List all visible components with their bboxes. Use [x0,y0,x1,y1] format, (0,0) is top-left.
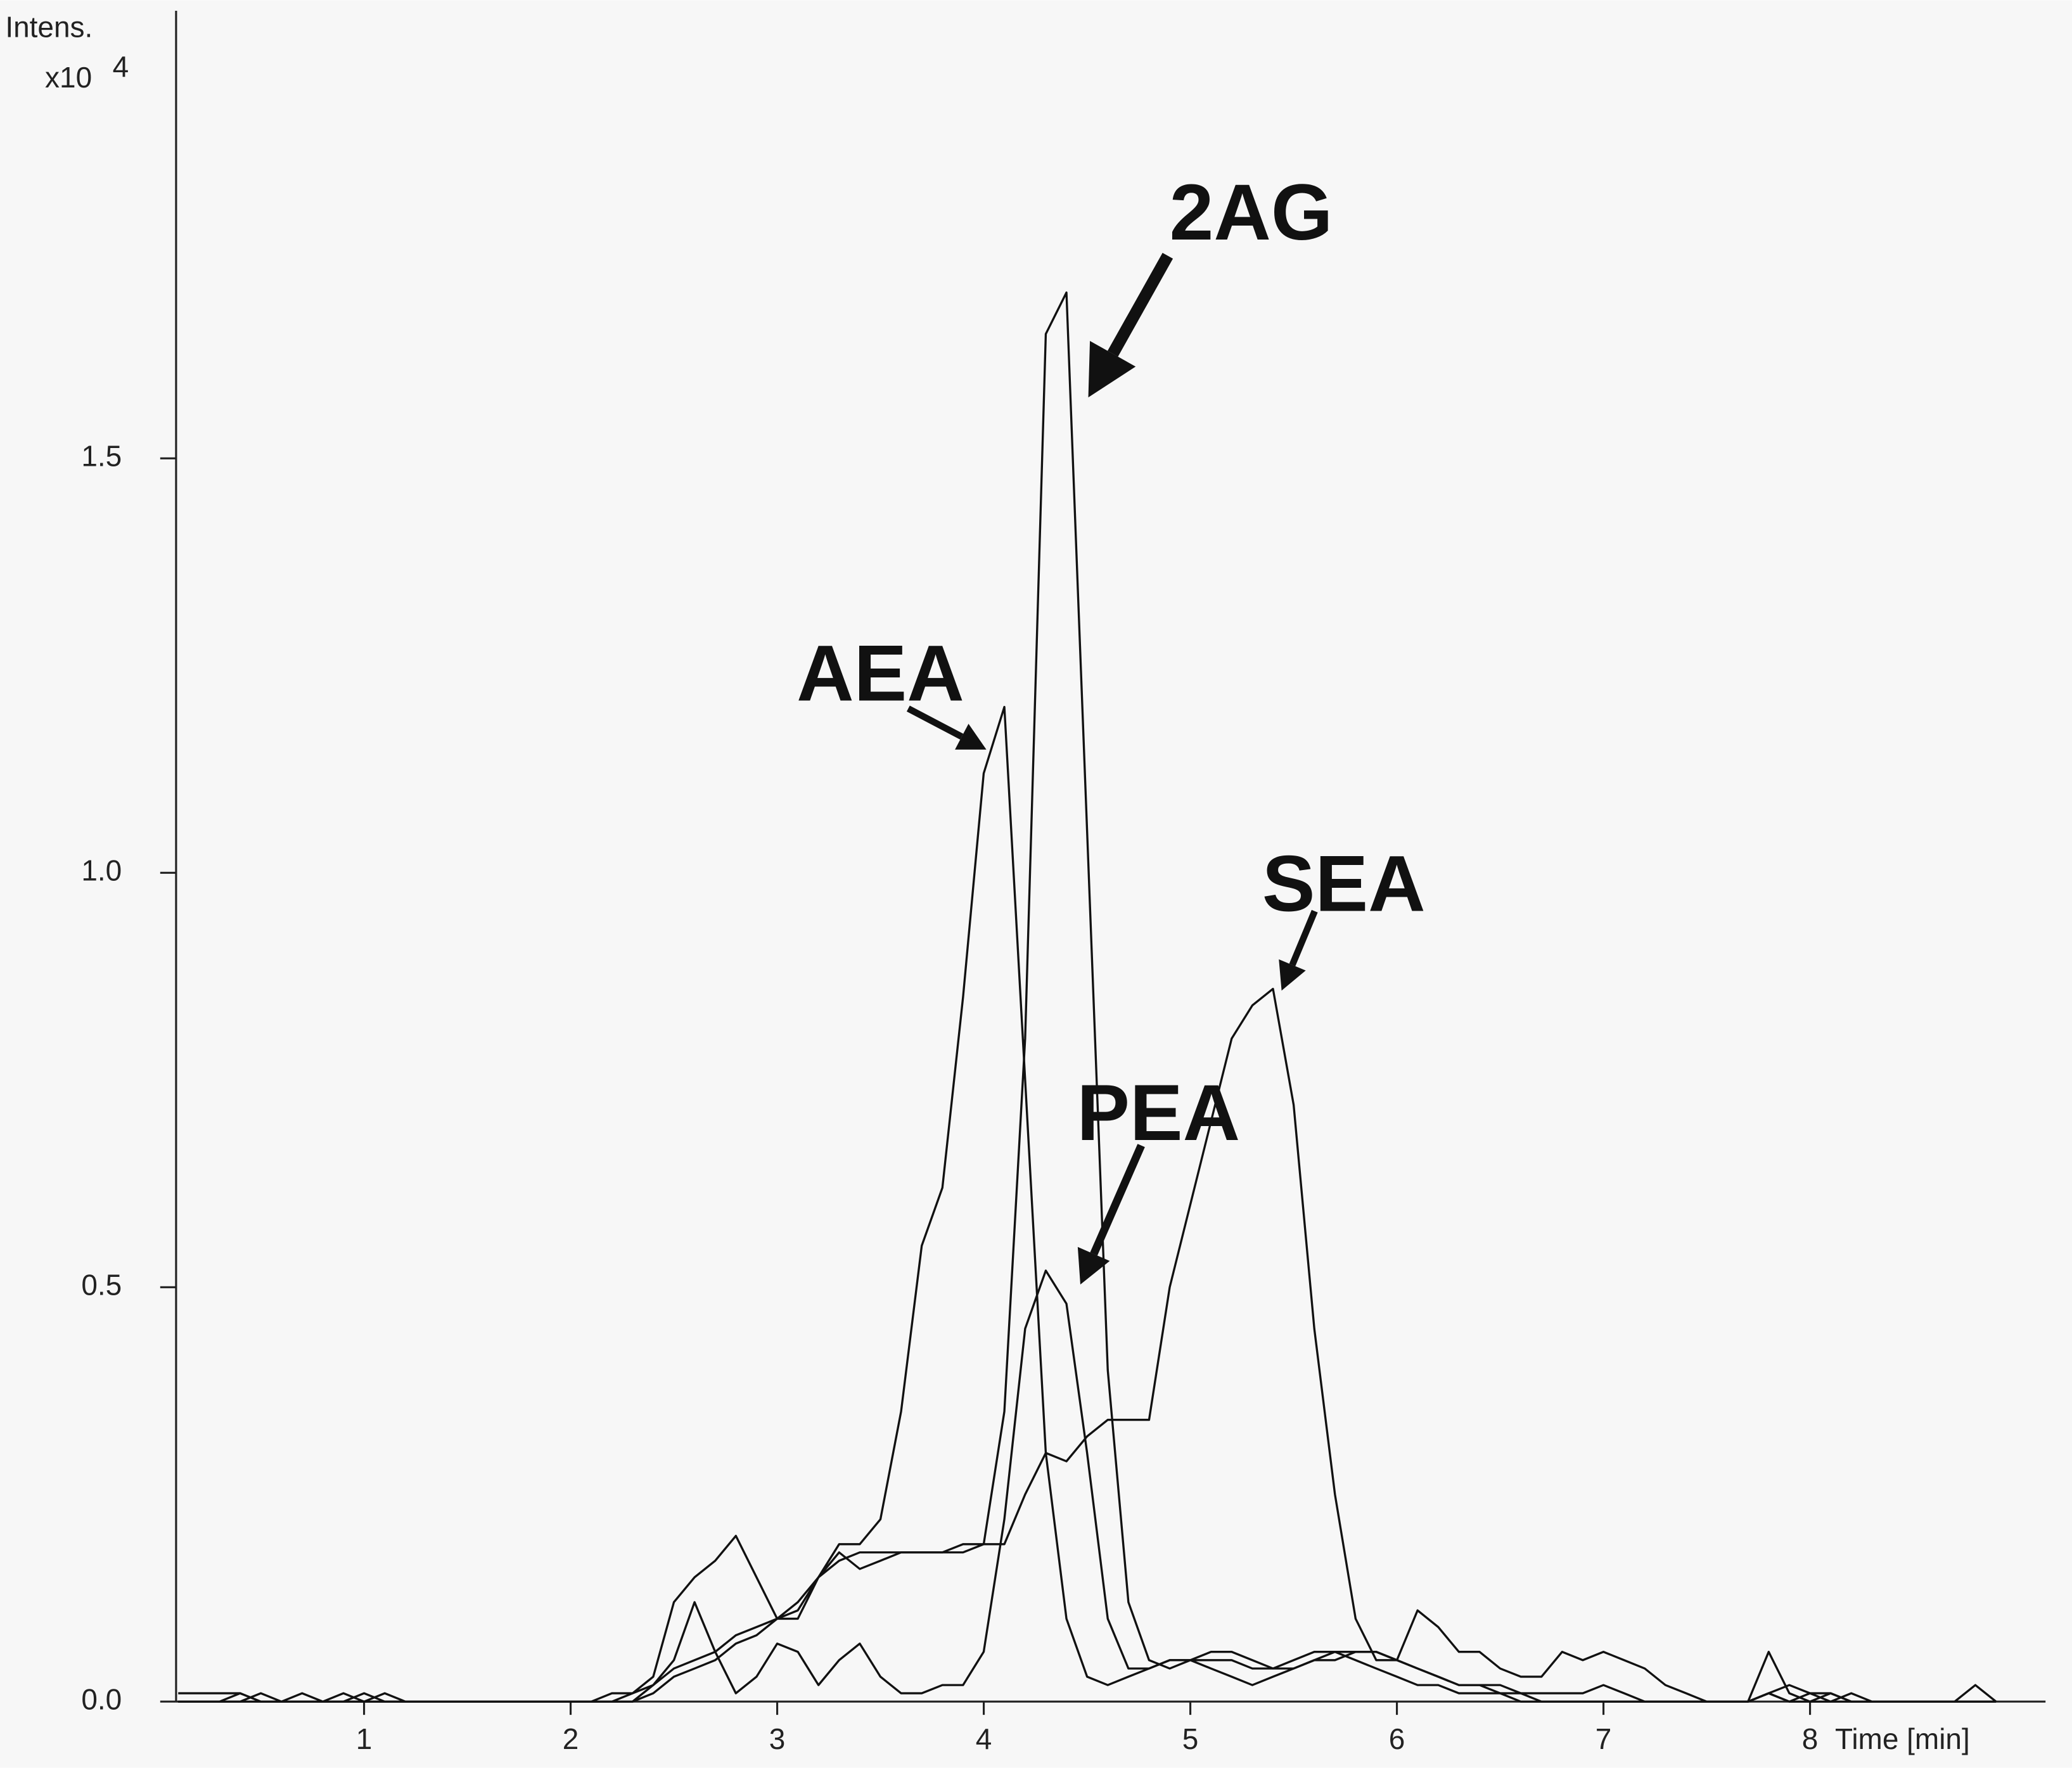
annotation-arrow-head [1279,959,1306,991]
y-tick-label: 0.5 [81,1268,122,1301]
annotation-arrow-shaft [906,705,964,740]
y-multiplier-exponent: 4 [113,50,129,83]
x-tick-label: 4 [976,1722,992,1755]
y-multiplier: x10 [45,61,92,94]
chromatogram-line [178,987,1997,1703]
x-tick-label: 3 [769,1722,786,1755]
x-tick-label: 8 [1802,1722,1819,1755]
annotation-arrow-head [1077,1246,1110,1285]
annotation-arrow-head [1088,341,1136,398]
x-tick-label: 6 [1389,1722,1405,1755]
y-tick-label: 1.0 [81,854,122,887]
annotation-arrow-shaft [1090,1144,1145,1256]
annotation-arrow-shaft [1289,909,1318,966]
y-tick-label: 0.0 [81,1682,122,1715]
annotation-arrow-shaft [1107,252,1173,357]
x-tick-label: 7 [1596,1722,1612,1755]
x-tick-label: 5 [1182,1722,1199,1755]
annotation-label: 2AG [1170,168,1333,257]
x-tick-label: 2 [563,1722,579,1755]
annotation-label: PEA [1077,1068,1240,1157]
annotation-label: AEA [796,629,964,717]
x-tick-label: 1 [356,1722,373,1755]
annotation-arrow-head [955,724,987,750]
y-tick-label: 1.5 [81,439,122,472]
annotation-label: SEA [1262,840,1426,928]
x-axis-label: Time [min] [1835,1722,1970,1755]
y-axis-label: Intens. [5,10,93,43]
